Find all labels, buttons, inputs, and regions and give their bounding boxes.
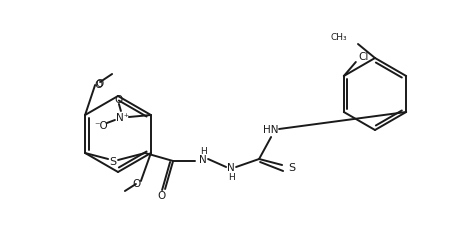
Text: S: S bbox=[288, 162, 295, 172]
Text: O: O bbox=[132, 178, 141, 188]
Text: Cl: Cl bbox=[358, 52, 368, 62]
Text: N: N bbox=[199, 154, 206, 164]
Text: O: O bbox=[114, 94, 123, 104]
Text: N⁺: N⁺ bbox=[116, 112, 129, 122]
Text: S: S bbox=[109, 156, 116, 166]
Text: ⁻O: ⁻O bbox=[94, 120, 107, 130]
Text: O: O bbox=[94, 80, 102, 90]
Text: CH₃: CH₃ bbox=[330, 32, 346, 41]
Text: H: H bbox=[199, 147, 206, 156]
Text: O: O bbox=[95, 79, 103, 89]
Text: N: N bbox=[227, 162, 234, 172]
Text: HN: HN bbox=[263, 124, 278, 134]
Text: H: H bbox=[227, 172, 234, 181]
Text: O: O bbox=[156, 190, 165, 200]
